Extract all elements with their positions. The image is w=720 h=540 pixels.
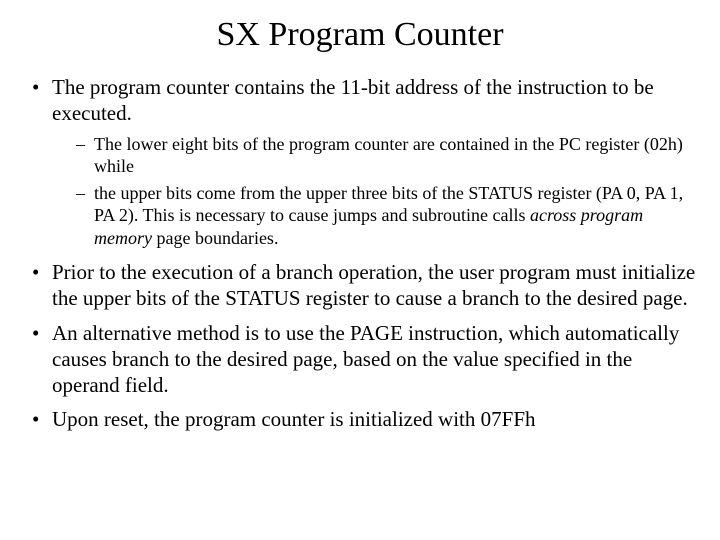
bullet-text: Prior to the execution of a branch opera… [52, 260, 695, 310]
sub-bullet-text-post: page boundaries. [152, 228, 278, 248]
bullet-list-level2: The lower eight bits of the program coun… [52, 133, 696, 250]
bullet-item-3: An alternative method is to use the PAGE… [32, 320, 696, 399]
sub-bullet-text: The lower eight bits of the program coun… [94, 134, 683, 177]
sub-bullet-item-2: the upper bits come from the upper three… [76, 182, 696, 250]
bullet-text: The program counter contains the 11-bit … [52, 75, 654, 125]
bullet-item-4: Upon reset, the program counter is initi… [32, 406, 696, 432]
slide-title: SX Program Counter [24, 16, 696, 54]
slide-container: SX Program Counter The program counter c… [0, 0, 720, 433]
bullet-text: An alternative method is to use the PAGE… [52, 321, 679, 398]
bullet-list-level1: The program counter contains the 11-bit … [24, 74, 696, 433]
bullet-item-1: The program counter contains the 11-bit … [32, 74, 696, 249]
sub-bullet-item-1: The lower eight bits of the program coun… [76, 133, 696, 178]
bullet-text: Upon reset, the program counter is initi… [52, 407, 536, 431]
bullet-item-2: Prior to the execution of a branch opera… [32, 259, 696, 312]
